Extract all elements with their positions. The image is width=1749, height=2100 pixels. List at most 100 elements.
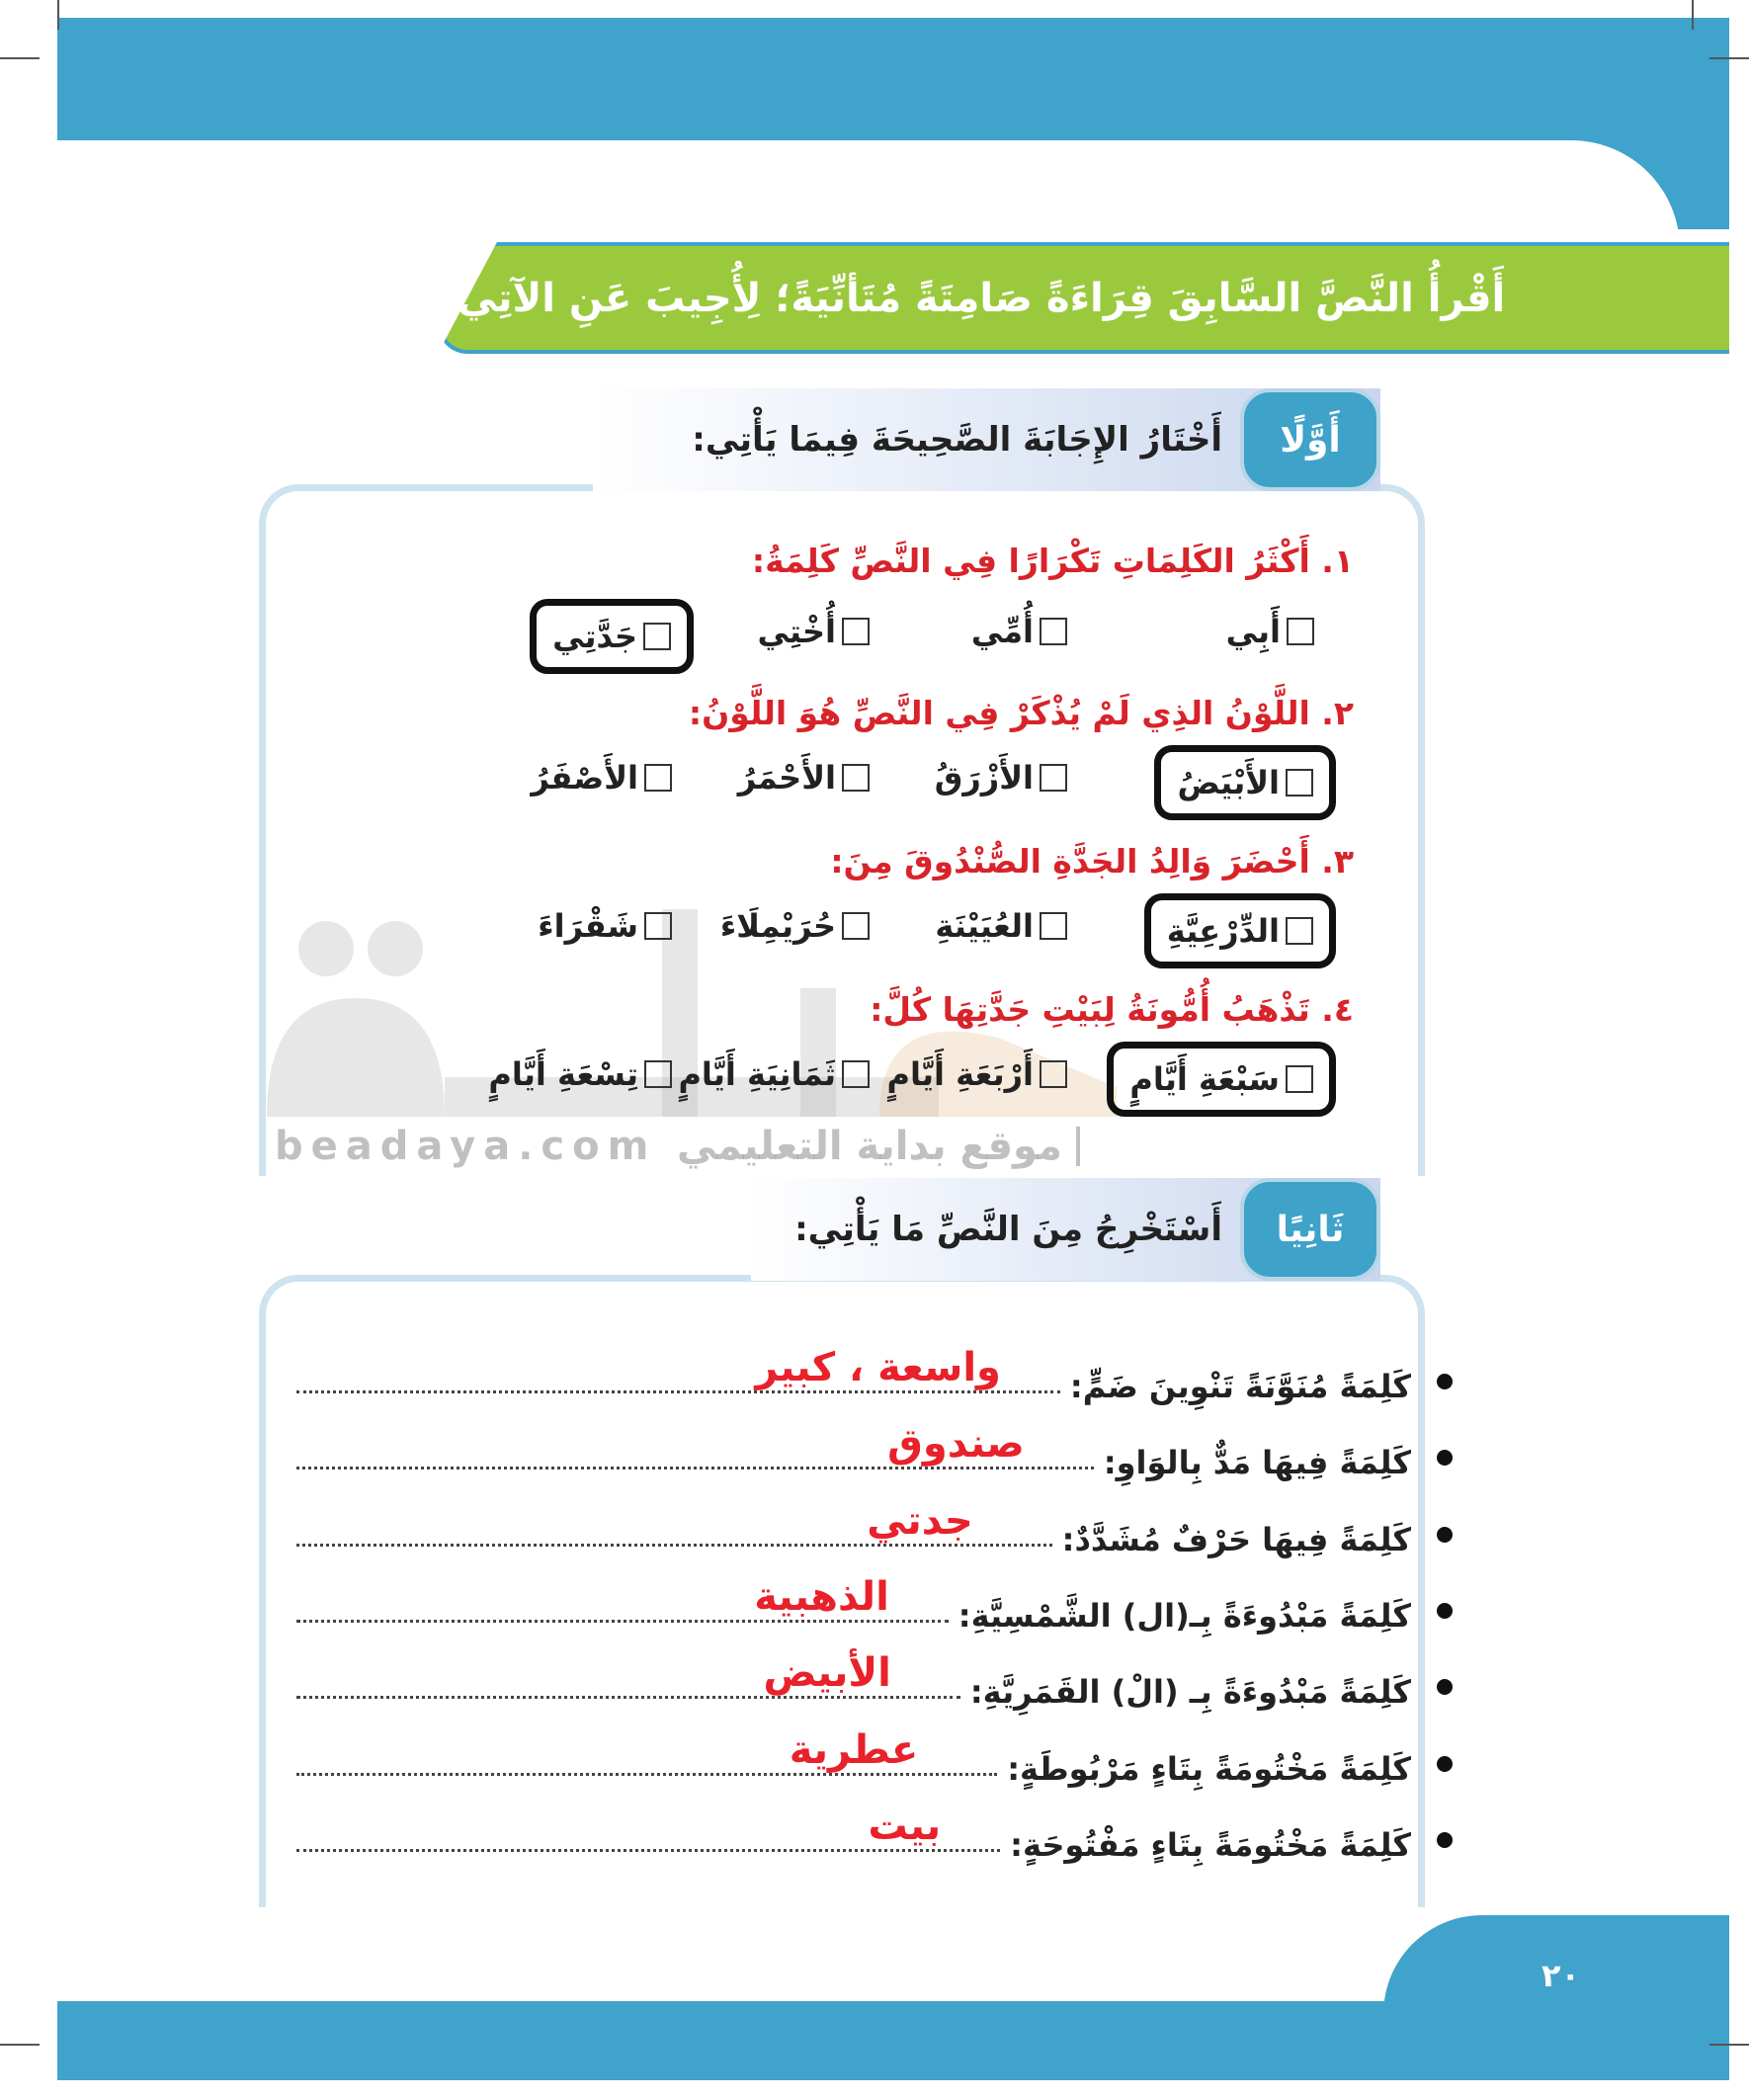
checkbox[interactable]: [643, 623, 671, 650]
option-label: سَبْعَةِ أَيَّامٍ: [1129, 1060, 1280, 1098]
question-text: ٢. اللَّوْنُ الذِي لَمْ يُذْكَرْ فِي الن…: [688, 694, 1354, 732]
option-label: جَدَّتِي: [552, 618, 637, 655]
section1-header: أَوَّلًا أَخْتَارُ الإِجَابَةَ الصَّحِيح…: [593, 388, 1380, 491]
checkbox[interactable]: [842, 618, 870, 645]
extract-row: كَلِمَةً مَخْتُومَةً بِتَاءٍ مَرْبُوطَةٍ…: [296, 1727, 1453, 1788]
checkbox[interactable]: [842, 764, 870, 792]
section2-title: أَسْتَخْرِجُ مِنَ النَّصِّ مَا يَأْتِي:: [794, 1210, 1222, 1249]
answer-option[interactable]: أُخْتِي: [758, 613, 870, 650]
handwritten-answer: واسعة ، كبير: [755, 1345, 1001, 1390]
handwritten-answer: جدتي: [867, 1497, 973, 1544]
crop-mark: [1709, 57, 1749, 59]
extract-label: كَلِمَةً مَبْدُوءَةً بِـ (الْ) القَمَرِي…: [969, 1673, 1411, 1712]
checkbox[interactable]: [644, 764, 672, 792]
option-label: حُرَيْمِلَاءَ: [719, 907, 836, 945]
page-number: ٢٠: [1541, 1957, 1581, 1994]
answer-option[interactable]: تِسْعَةِ أَيَّامٍ: [488, 1055, 672, 1093]
handwritten-answer: صندوق: [887, 1421, 1025, 1468]
answer-option[interactable]: الأَحْمَرُ: [738, 759, 870, 797]
extract-label: كَلِمَةً فِيهَا مَدٌّ بِالوَاوِ:: [1103, 1444, 1411, 1482]
answer-option-selected[interactable]: الأَبْيَضُ: [1154, 745, 1336, 820]
question-text: ١. أَكْثَرُ الكَلِمَاتِ تَكْرَارًا فِي ا…: [751, 542, 1354, 580]
answer-option[interactable]: شَقْرَاءَ: [538, 907, 672, 945]
checkbox[interactable]: [1040, 1060, 1067, 1088]
question-text: ٤. تَذْهَبُ أُمُّونَةُ لِبَيْتِ جَدَّتِه…: [870, 990, 1354, 1029]
checkbox[interactable]: [1286, 917, 1313, 945]
bottom-banner: [57, 2001, 1729, 2080]
bullet-icon: [1437, 1831, 1453, 1848]
answer-line[interactable]: صندوق: [296, 1421, 1094, 1470]
bullet-icon: [1437, 1602, 1453, 1619]
answer-line[interactable]: الذهبية: [296, 1574, 949, 1623]
answer-option[interactable]: ثَمَانِيَةِ أَيَّامٍ: [678, 1055, 870, 1093]
crop-mark: [0, 57, 40, 59]
answer-option-selected[interactable]: الدِّرْعِيَّةِ: [1143, 893, 1336, 968]
answer-line[interactable]: عطرية: [296, 1727, 998, 1776]
option-label: أَبِي: [1225, 613, 1281, 650]
extract-row: كَلِمَةً فِيهَا حَرْفٌ مُشَدَّدٌ: جدتي: [296, 1498, 1453, 1558]
answer-option[interactable]: أَرْبَعَةِ أَيَّامٍ: [887, 1055, 1067, 1093]
extract-row: كَلِمَةً مَخْتُومَةً بِتَاءٍ مَفْتُوحَةٍ…: [296, 1804, 1453, 1864]
checkbox[interactable]: [1286, 769, 1313, 797]
checkbox[interactable]: [1286, 1065, 1313, 1093]
top-banner-cutout: [1364, 140, 1680, 259]
extract-row: كَلِمَةً مَبْدُوءَةً بِـ (الْ) القَمَرِي…: [296, 1650, 1453, 1712]
answer-line[interactable]: الأبيض: [296, 1650, 960, 1700]
option-label: الدِّرْعِيَّةِ: [1166, 912, 1280, 950]
answer-option-selected[interactable]: سَبْعَةِ أَيَّامٍ: [1107, 1042, 1336, 1117]
crop-mark: [1709, 2044, 1749, 2046]
extract-label: كَلِمَةً مُنَوَّنَةً تَنْوِينَ ضَمٍّ:: [1069, 1368, 1411, 1405]
answer-line[interactable]: بيت: [296, 1804, 1001, 1852]
answer-option[interactable]: العُيَيْنَةِ: [935, 907, 1067, 945]
extract-row: كَلِمَةً فِيهَا مَدٌّ بِالوَاوِ: صندوق: [296, 1421, 1453, 1482]
answer-option[interactable]: حُرَيْمِلَاءَ: [720, 907, 870, 945]
extract-label: كَلِمَةً فِيهَا حَرْفٌ مُشَدَّدٌ:: [1061, 1520, 1411, 1558]
crop-mark: [1692, 0, 1694, 30]
checkbox[interactable]: [1040, 764, 1067, 792]
question-text: ٣. أَحْضَرَ وَالِدُ الجَدَّةِ الصُّنْدُو…: [830, 842, 1354, 881]
handwritten-answer: الذهبية: [754, 1573, 889, 1620]
watermark-logo: [267, 909, 1117, 1117]
instruction-banner: أَقْرأُ النَّصَّ السَّابِقَ قِرَاءَةً صَ…: [438, 242, 1729, 354]
option-label: أُمِّي: [970, 613, 1034, 650]
checkbox[interactable]: [1040, 618, 1067, 645]
option-label: ثَمَانِيَةِ أَيَّامٍ: [678, 1055, 836, 1093]
answer-option-selected[interactable]: جَدَّتِي: [530, 599, 694, 674]
bottom-banner-curve: [1383, 1915, 1729, 2014]
bullet-icon: [1437, 1679, 1453, 1696]
option-label: أَرْبَعَةِ أَيَّامٍ: [886, 1055, 1034, 1093]
option-label: الأَزْرَقُ: [934, 759, 1034, 797]
checkbox[interactable]: [1287, 618, 1314, 645]
option-label: الأَحْمَرُ: [737, 759, 836, 797]
instruction-text: أَقْرأُ النَّصَّ السَّابِقَ قِرَاءَةً صَ…: [442, 275, 1506, 321]
option-label: شَقْرَاءَ: [538, 907, 638, 945]
answer-line[interactable]: جدتي: [296, 1498, 1052, 1547]
checkbox[interactable]: [842, 912, 870, 940]
answer-option[interactable]: أَبِي: [1226, 613, 1314, 650]
bullet-icon: [1437, 1374, 1453, 1389]
section2-tab: ثَانِيًا: [1240, 1178, 1380, 1281]
answer-line[interactable]: واسعة ، كبير: [296, 1345, 1060, 1393]
answer-option[interactable]: الأَصْفَرُ: [531, 759, 672, 797]
watermark-tagline: موقع بداية التعليمي: [677, 1127, 1080, 1166]
answer-option[interactable]: الأَزْرَقُ: [935, 759, 1067, 797]
checkbox[interactable]: [644, 912, 672, 940]
bullet-icon: [1437, 1755, 1453, 1772]
option-label: العُيَيْنَةِ: [935, 907, 1034, 945]
watermark-site: beadaya.com: [275, 1124, 657, 1169]
section1-tab: أَوَّلًا: [1240, 388, 1380, 491]
option-label: الأَصْفَرُ: [531, 759, 638, 797]
checkbox[interactable]: [644, 1060, 672, 1088]
section1-title: أَخْتَارُ الإِجَابَةَ الصَّحِيحَةَ فِيمَ…: [692, 420, 1222, 460]
checkbox[interactable]: [842, 1060, 870, 1088]
handwritten-answer: عطرية: [789, 1726, 919, 1773]
handwritten-answer: بيت: [868, 1803, 942, 1849]
option-label: الأَبْيَضُ: [1177, 764, 1280, 801]
bullet-icon: [1437, 1450, 1453, 1467]
answer-option[interactable]: أُمِّي: [971, 613, 1067, 650]
checkbox[interactable]: [1040, 912, 1067, 940]
extract-label: كَلِمَةً مَخْتُومَةً بِتَاءٍ مَفْتُوحَةٍ…: [1010, 1825, 1411, 1864]
handwritten-answer: الأبيض: [763, 1650, 891, 1697]
crop-mark: [0, 2044, 40, 2046]
extract-label: كَلِمَةً مَبْدُوءَةً بِـ(ال) الشَّمْسِيَ…: [958, 1596, 1411, 1635]
